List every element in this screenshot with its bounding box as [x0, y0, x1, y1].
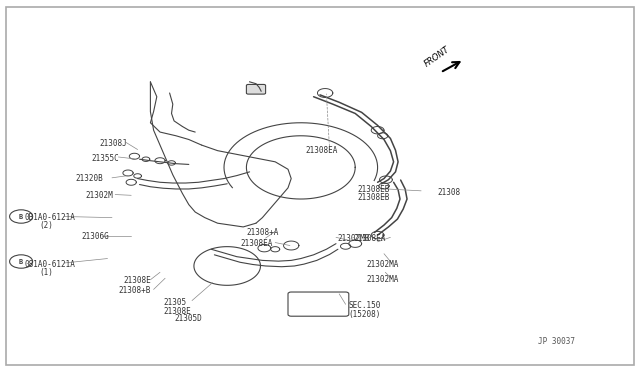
Text: (15208): (15208)	[349, 310, 381, 319]
Text: 21302M: 21302M	[85, 191, 113, 200]
Text: 21302MA: 21302MA	[367, 260, 399, 269]
Text: 21308+A: 21308+A	[246, 228, 279, 237]
Text: 21308EA: 21308EA	[354, 234, 387, 243]
Circle shape	[10, 255, 33, 268]
Text: 21306G: 21306G	[82, 232, 109, 241]
Text: 21308J: 21308J	[99, 139, 127, 148]
Text: 21305: 21305	[163, 298, 186, 307]
Circle shape	[10, 210, 33, 223]
Text: 21308EB: 21308EB	[357, 185, 390, 194]
Text: 081A0-6121A: 081A0-6121A	[24, 260, 75, 269]
Text: (2): (2)	[40, 221, 54, 230]
FancyBboxPatch shape	[246, 84, 266, 94]
Text: 21308: 21308	[437, 188, 460, 197]
Text: FRONT: FRONT	[422, 45, 451, 69]
Text: 21308EA: 21308EA	[306, 146, 339, 155]
Text: 21308EA: 21308EA	[240, 239, 273, 248]
Text: 21302MA: 21302MA	[367, 275, 399, 284]
Text: B: B	[19, 214, 23, 219]
Text: 21308+B: 21308+B	[118, 286, 151, 295]
Text: 21302MB: 21302MB	[338, 234, 371, 243]
Text: 21355C: 21355C	[92, 154, 119, 163]
Text: 21308EB: 21308EB	[357, 193, 390, 202]
Text: SEC.150: SEC.150	[349, 301, 381, 310]
Text: 21308E: 21308E	[124, 276, 151, 285]
Text: 21320B: 21320B	[76, 174, 103, 183]
Text: (1): (1)	[40, 268, 54, 277]
Text: B: B	[19, 259, 23, 264]
Text: 0B1A0-6121A: 0B1A0-6121A	[24, 213, 75, 222]
Text: 21308E: 21308E	[163, 307, 191, 316]
FancyBboxPatch shape	[288, 292, 349, 316]
Text: 21305D: 21305D	[175, 314, 202, 323]
Text: JP 30037: JP 30037	[538, 337, 575, 346]
